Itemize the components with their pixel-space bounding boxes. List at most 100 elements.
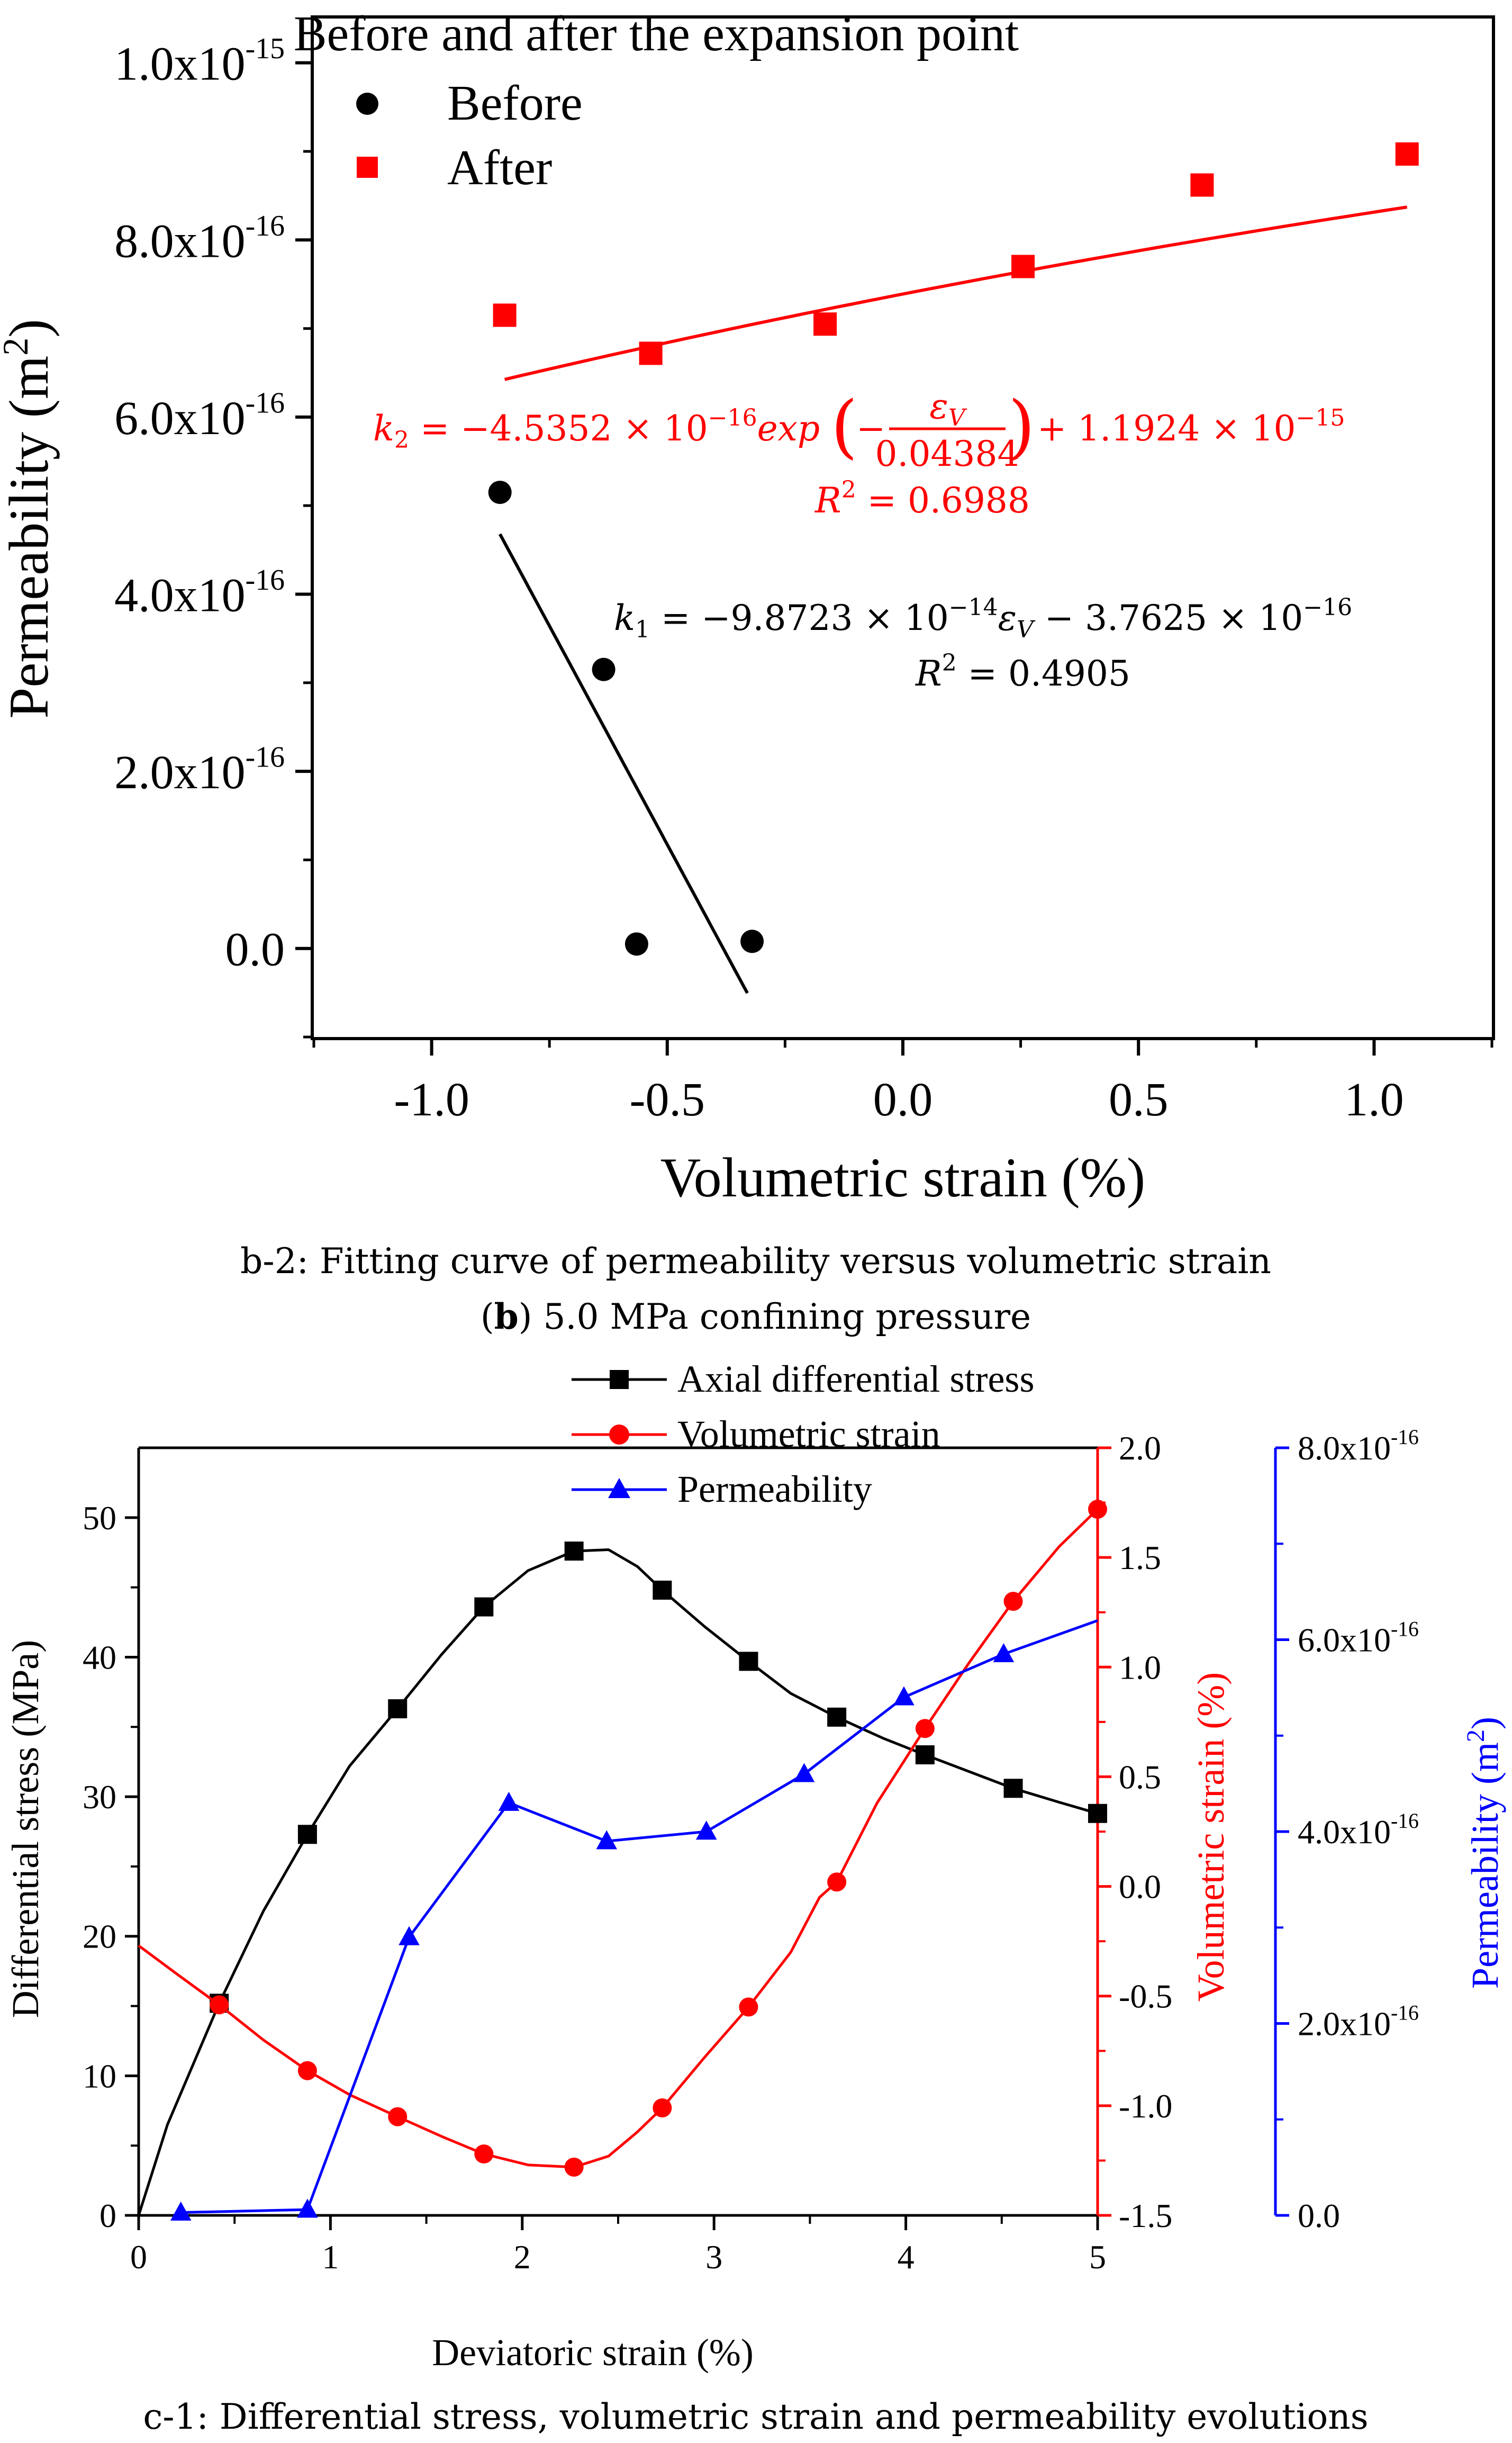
chart1-y-axis-label: Permeability (m2) bbox=[0, 319, 60, 718]
right-permeability-tick-label: 0.0 bbox=[1298, 2197, 1340, 2234]
right-permeability-tick-label: 8.0x10-16 bbox=[1298, 1426, 1419, 1467]
series-marker-permeability bbox=[170, 2201, 192, 2221]
series-marker-volumetric-strain bbox=[1003, 1592, 1023, 1611]
left-tick-label: 40 bbox=[83, 1638, 116, 1676]
x-tick-label: 0 bbox=[130, 2238, 147, 2276]
data-point-before bbox=[740, 930, 764, 953]
x-tick-label: 3 bbox=[705, 2238, 722, 2276]
caption-b2: b-2: Fitting curve of permeability versu… bbox=[240, 1241, 1271, 1282]
right-permeability-tick-label: 4.0x10-16 bbox=[1298, 1809, 1419, 1851]
chart2-x-axis-label: Deviatoric strain (%) bbox=[432, 2331, 754, 2374]
series-marker-volumetric-strain bbox=[388, 2107, 408, 2126]
eq-after-main: k2 = −4.5352 × 10−16exp bbox=[373, 404, 820, 454]
y-tick-label: 2.0x10-16 bbox=[114, 741, 285, 799]
series-marker-volumetric-strain bbox=[739, 1997, 758, 2017]
series-marker-axial-differential-stress bbox=[915, 1745, 935, 1764]
eq-before-r2: R2 = 0.4905 bbox=[915, 650, 1130, 694]
chart2-series bbox=[137, 1500, 1107, 2221]
data-point-after bbox=[1395, 142, 1419, 166]
fit-equation-before: k1 = −9.8723 × 10−14εV − 3.7625 × 10−16 … bbox=[614, 594, 1352, 694]
x-tick-label: 0.0 bbox=[873, 1074, 933, 1126]
legend-after-label: After bbox=[447, 140, 552, 195]
series-marker-axial-differential-stress bbox=[388, 1699, 408, 1718]
right-strain-tick-label: 2.0 bbox=[1119, 1429, 1161, 1467]
legend-after-marker bbox=[357, 157, 378, 178]
chart2-right2-axis-label: Permeability (m2) bbox=[1462, 1717, 1507, 1989]
fit-line-before bbox=[499, 533, 749, 994]
caption-b-label: (b) 5.0 MPa confining pressure bbox=[481, 1296, 1031, 1337]
legend-volstrain-marker bbox=[609, 1425, 629, 1445]
series-marker-permeability bbox=[596, 1830, 618, 1850]
eq-after-r2: R2 = 0.6988 bbox=[814, 476, 1030, 521]
right-strain-tick-label: 1.5 bbox=[1119, 1539, 1161, 1576]
data-point-before bbox=[488, 481, 512, 504]
left-tick-label: 0 bbox=[99, 2197, 116, 2234]
eq-after-tail: + 1.1924 × 10−15 bbox=[1037, 404, 1345, 449]
series-marker-permeability bbox=[695, 1820, 717, 1840]
fit-equation-after: k2 = −4.5352 × 10−16exp ( − εV 0.04384 )… bbox=[373, 386, 1345, 521]
series-marker-volumetric-strain bbox=[915, 1719, 935, 1738]
chart2-legend: Axial differential stress Volumetric str… bbox=[572, 1358, 1034, 1510]
series-line-volumetric-strain bbox=[138, 1508, 1099, 2169]
left-tick-label: 10 bbox=[83, 2057, 116, 2095]
series-marker-axial-differential-stress bbox=[739, 1652, 758, 1671]
data-point-after bbox=[639, 341, 663, 365]
right-strain-tick-label: -0.5 bbox=[1119, 1978, 1172, 2015]
y-tick-label: 8.0x10-16 bbox=[114, 210, 285, 268]
x-tick-label: 2 bbox=[514, 2238, 531, 2276]
eq-after-minus: − bbox=[856, 408, 885, 449]
series-marker-axial-differential-stress bbox=[653, 1580, 672, 1600]
legend-permeability-marker bbox=[608, 1478, 630, 1498]
eq-after-frac-den: 0.04384 bbox=[875, 434, 1020, 474]
series-marker-permeability bbox=[793, 1763, 815, 1782]
right-strain-tick-label: -1.5 bbox=[1119, 2197, 1172, 2234]
chart1-x-axis-label: Volumetric strain (%) bbox=[660, 1147, 1145, 1209]
chart2-axes: 0 1 2 3 4 501020304050-1.5-1.0-0.50.00.51.01.… bbox=[83, 1426, 1419, 2276]
right-permeability-tick-label: 6.0x10-16 bbox=[1298, 1618, 1419, 1659]
legend-stress-marker bbox=[610, 1370, 629, 1389]
legend-permeability-label: Permeability bbox=[677, 1468, 872, 1510]
left-tick-label: 20 bbox=[83, 1918, 116, 1955]
series-line-permeability bbox=[180, 1619, 1098, 2214]
y-tick-label: 6.0x10-16 bbox=[114, 386, 285, 445]
series-marker-permeability bbox=[399, 1926, 420, 1945]
series-marker-permeability bbox=[498, 1791, 520, 1811]
x-tick-label: 4 bbox=[898, 2238, 915, 2276]
eq-after-frac-num: εV bbox=[929, 386, 967, 431]
chart2-right1-axis-label: Volumetric strain (%) bbox=[1190, 1672, 1232, 2002]
series-marker-axial-differential-stress bbox=[297, 1825, 317, 1844]
series-marker-permeability bbox=[297, 2198, 318, 2218]
left-tick-label: 50 bbox=[83, 1499, 116, 1537]
data-point-after bbox=[493, 303, 517, 327]
series-marker-axial-differential-stress bbox=[564, 1541, 584, 1561]
x-tick-label: 5 bbox=[1089, 2238, 1106, 2276]
right-strain-tick-label: 0.5 bbox=[1119, 1758, 1161, 1796]
series-marker-axial-differential-stress bbox=[1003, 1779, 1023, 1798]
chart2-left-axis-label: Differential stress (MPa) bbox=[4, 1640, 47, 2018]
x-tick-label: 1.0 bbox=[1344, 1074, 1404, 1126]
chart1-data-points bbox=[488, 142, 1419, 956]
series-marker-permeability bbox=[893, 1686, 915, 1706]
series-line-axial-differential-stress bbox=[137, 1548, 1098, 2216]
right-permeability-tick-label: 2.0x10-16 bbox=[1298, 2002, 1419, 2043]
series-marker-axial-differential-stress bbox=[474, 1597, 494, 1617]
series-marker-volumetric-strain bbox=[210, 1995, 229, 2015]
series-marker-volumetric-strain bbox=[474, 2144, 494, 2163]
series-marker-volumetric-strain bbox=[827, 1872, 847, 1892]
series-marker-volumetric-strain bbox=[564, 2157, 584, 2177]
x-tick-label: -0.5 bbox=[630, 1074, 705, 1126]
y-tick-label: 1.0x10-15 bbox=[114, 32, 285, 91]
right-strain-tick-label: -1.0 bbox=[1119, 2087, 1172, 2125]
data-point-after bbox=[1011, 255, 1035, 278]
left-tick-label: 30 bbox=[83, 1778, 116, 1816]
y-tick-label: 0.0 bbox=[225, 924, 285, 976]
x-tick-label: 1 bbox=[322, 2238, 339, 2276]
data-point-after bbox=[813, 312, 837, 336]
series-marker-permeability bbox=[993, 1643, 1015, 1662]
right-strain-tick-label: 1.0 bbox=[1119, 1648, 1161, 1686]
series-marker-axial-differential-stress bbox=[827, 1707, 847, 1727]
chart1-y-axis: 0.0 2.0x10-16 4.0x10-16 6.0x10-16 8.0x10-16 1… bbox=[114, 32, 314, 1039]
legend-before-marker bbox=[356, 93, 378, 115]
series-marker-volumetric-strain bbox=[297, 2061, 317, 2080]
